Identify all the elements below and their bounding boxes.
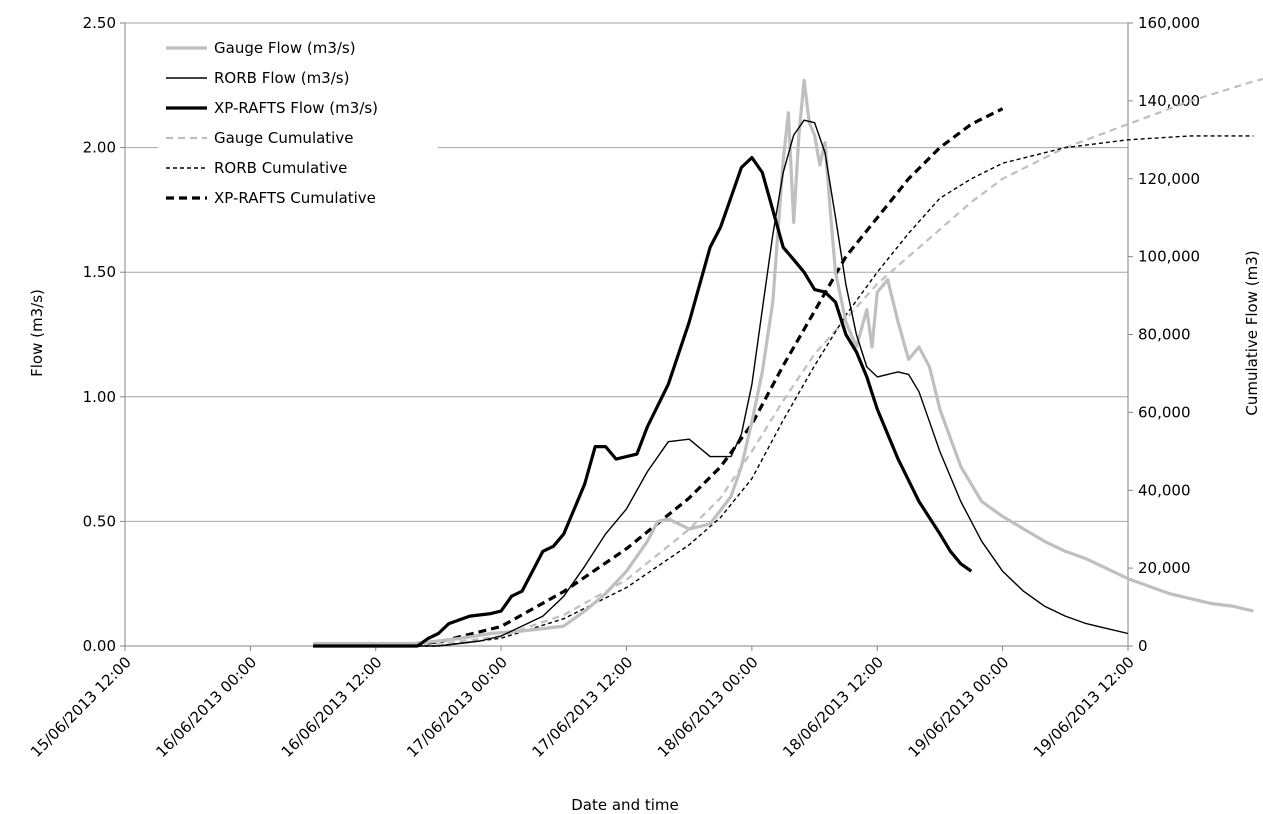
series-line-rorb-flow (313, 119, 1129, 647)
y2-tick-label: 0 (1138, 637, 1148, 655)
y-tick-label: 0.50 (83, 512, 116, 530)
y2-tick-label: 160,000 (1138, 14, 1200, 32)
y-tick-label: 2.50 (83, 14, 116, 32)
y2-tick-label: 120,000 (1138, 170, 1200, 188)
x-tick-label: 17/06/2013 00:00 (403, 653, 511, 761)
legend: Gauge Flow (m3/s) RORB Flow (m3/s) XP-RAFT… (158, 30, 438, 216)
series-layer (313, 77, 1263, 648)
y-tick-label: 2.00 (83, 139, 116, 157)
y2-tick-label: 80,000 (1138, 326, 1191, 344)
y2-tick-label: 140,000 (1138, 92, 1200, 110)
legend-label-gauge-flow: Gauge Flow (m3/s) (214, 39, 356, 57)
x-tick-label: 18/06/2013 12:00 (779, 653, 887, 761)
x-tick-label: 15/06/2013 12:00 (27, 653, 135, 761)
x-tick-label: 16/06/2013 00:00 (152, 653, 260, 761)
x-axis-ticks: 15/06/2013 12:00 16/06/2013 00:00 16/06/20… (27, 646, 1138, 761)
series-line-rorb-cumulative (375, 135, 1254, 647)
x-tick-label: 19/06/2013 00:00 (905, 653, 1013, 761)
y-tick-label: 0.00 (83, 637, 116, 655)
x-tick-label: 19/06/2013 12:00 (1030, 653, 1138, 761)
left-axis-ticks: 0.00 0.50 1.00 1.50 2.00 2.50 (83, 14, 125, 655)
y-tick-label: 1.50 (83, 263, 116, 281)
y2-tick-label: 20,000 (1138, 559, 1191, 577)
y2-tick-label: 100,000 (1138, 248, 1200, 266)
right-axis-ticks: 0 20,000 40,000 60,000 80,000 100,000 120,000 1… (1128, 14, 1200, 655)
x-tick-label: 16/06/2013 12:00 (278, 653, 386, 761)
x-axis-title: Date and time (571, 796, 679, 814)
legend-label-xp-rafts-cumulative: XP-RAFTS Cumulative (214, 189, 376, 207)
axes (124, 23, 1129, 647)
legend-label-rorb-flow: RORB Flow (m3/s) (214, 69, 349, 87)
y-axis-title: Flow (m3/s) (28, 289, 46, 377)
series-line-xp-rafts-cumulative (375, 107, 1004, 648)
x-tick-label: 17/06/2013 12:00 (529, 653, 637, 761)
y2-tick-label: 40,000 (1138, 481, 1191, 499)
legend-label-gauge-cumulative: Gauge Cumulative (214, 129, 353, 147)
legend-background (158, 30, 438, 216)
legend-label-xp-rafts-flow: XP-RAFTS Flow (m3/s) (214, 99, 378, 117)
y2-axis-title: Cumulative Flow (m3) (1243, 250, 1261, 415)
series-line-xp-rafts-flow (313, 156, 973, 648)
y2-tick-label: 60,000 (1138, 403, 1191, 421)
y-tick-label: 1.00 (83, 388, 116, 406)
x-tick-label: 18/06/2013 00:00 (654, 653, 762, 761)
legend-label-rorb-cumulative: RORB Cumulative (214, 159, 347, 177)
series-line-gauge-flow (313, 78, 1254, 646)
series-line-gauge-cumulative (375, 77, 1263, 648)
